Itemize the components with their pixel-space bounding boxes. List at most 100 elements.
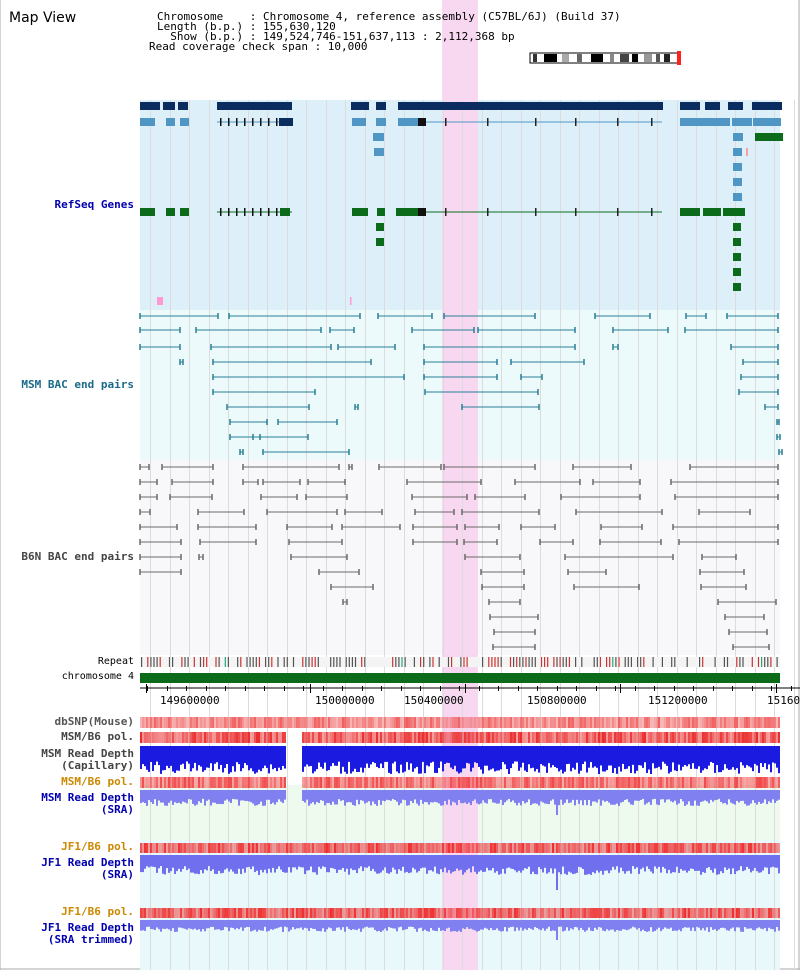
heat-cell: [726, 717, 728, 728]
heat-cell: [560, 908, 562, 918]
heat-cell: [198, 908, 200, 918]
depth-bar: [644, 746, 646, 763]
msm-b6-pol-label[interactable]: MSM/B6 pol.: [61, 730, 134, 743]
depth-bar: [666, 790, 668, 800]
heat-cell: [160, 732, 162, 743]
repeat-element: [534, 657, 536, 667]
heat-cell: [544, 777, 546, 788]
gene-exon: [166, 118, 175, 126]
heat-cell: [278, 777, 280, 788]
depth-bar: [382, 746, 384, 768]
heat-cell: [296, 717, 298, 728]
heat-cell: [190, 732, 192, 743]
depth-spike: [556, 790, 558, 815]
jf1-read-depth-sra-label[interactable]: JF1 Read Depth: [41, 856, 134, 869]
axis-tick-label: 150400000: [404, 694, 464, 707]
repeat-track-label[interactable]: Repeat: [97, 656, 134, 667]
heat-cell: [646, 732, 648, 743]
heat-cell: [598, 777, 600, 788]
heat-cell: [708, 908, 710, 918]
heat-cell: [416, 908, 418, 918]
chromosome-track-label[interactable]: chromosome 4: [61, 671, 134, 682]
depth-bar: [486, 855, 488, 868]
depth-bar: [658, 746, 660, 767]
heat-cell: [512, 717, 514, 728]
b6n-bac-track-label[interactable]: B6N BAC end pairs: [21, 550, 134, 563]
msm-read-depth-sra-label[interactable]: MSM Read Depth: [41, 791, 134, 804]
heat-cell: [194, 777, 196, 788]
dbsnp-track-label[interactable]: dbSNP(Mouse): [54, 715, 134, 728]
depth-bar: [348, 855, 350, 875]
depth-bar: [672, 790, 674, 803]
heat-cell: [442, 777, 444, 788]
depth-bar: [580, 920, 582, 928]
heat-cell: [430, 908, 432, 918]
heat-cell: [372, 717, 374, 728]
depth-bar: [760, 790, 762, 804]
msm-bac-track-label[interactable]: MSM BAC end pairs: [21, 378, 134, 391]
heat-cell: [750, 732, 752, 743]
depth-bar: [508, 855, 510, 868]
depth-bar: [758, 790, 760, 802]
heat-cell: [438, 777, 440, 788]
heat-cell: [184, 908, 186, 918]
depth-bar: [338, 746, 340, 762]
depth-bar: [238, 790, 240, 806]
heat-cell: [396, 908, 398, 918]
heat-cell: [430, 732, 432, 743]
heat-cell: [570, 843, 572, 853]
heat-cell: [442, 908, 444, 918]
heat-cell: [324, 908, 326, 918]
repeat-element: [519, 657, 521, 667]
depth-bar: [288, 855, 290, 868]
heat-cell: [606, 908, 608, 918]
jf1-read-depth-trimmed-label[interactable]: JF1 Read Depth: [41, 921, 134, 934]
heat-cell: [578, 777, 580, 788]
refseq-track-label[interactable]: RefSeq Genes: [54, 198, 134, 211]
heat-cell: [420, 777, 422, 788]
heat-cell: [236, 732, 238, 743]
heat-cell: [774, 908, 776, 918]
depth-bar: [596, 746, 598, 768]
heat-cell: [474, 908, 476, 918]
depth-bar: [664, 855, 666, 869]
msm-read-depth-capillary-label[interactable]: MSM Read Depth: [41, 747, 134, 760]
depth-bar: [192, 790, 194, 804]
heat-cell: [390, 717, 392, 728]
heat-cell: [622, 843, 624, 853]
heat-cell: [752, 843, 754, 853]
heat-cell: [476, 732, 478, 743]
depth-bar: [344, 790, 346, 806]
heat-cell: [338, 732, 340, 743]
depth-bar: [356, 855, 358, 874]
depth-bar: [308, 790, 310, 806]
depth-bar: [710, 855, 712, 870]
depth-bar: [636, 855, 638, 868]
heat-cell: [218, 717, 220, 728]
heat-cell: [492, 732, 494, 743]
depth-bar: [156, 746, 158, 762]
heat-cell: [352, 843, 354, 853]
heat-cell: [716, 732, 718, 743]
depth-bar: [382, 920, 384, 931]
heat-cell: [456, 732, 458, 743]
gene-exon: [352, 118, 366, 126]
depth-bar: [164, 746, 166, 771]
repeat-element: [292, 657, 295, 667]
heat-cell: [322, 717, 324, 728]
heat-cell: [182, 732, 184, 743]
depth-bar: [236, 920, 238, 929]
jf1-b6-pol-label[interactable]: JF1/B6 pol.: [61, 840, 134, 853]
jf1-b6-pol-trimmed-label[interactable]: JF1/B6 pol.: [61, 905, 134, 918]
gene-exon: [733, 208, 745, 216]
depth-bar: [278, 746, 280, 768]
heat-cell: [570, 777, 572, 788]
depth-bar: [558, 920, 560, 927]
heat-cell: [710, 732, 712, 743]
msm-b6-pol-sra-label[interactable]: MSM/B6 pol.: [61, 775, 134, 788]
depth-bar: [462, 790, 464, 804]
gene-block: [178, 102, 188, 110]
heat-cell: [658, 777, 660, 788]
heat-cell: [652, 732, 654, 743]
